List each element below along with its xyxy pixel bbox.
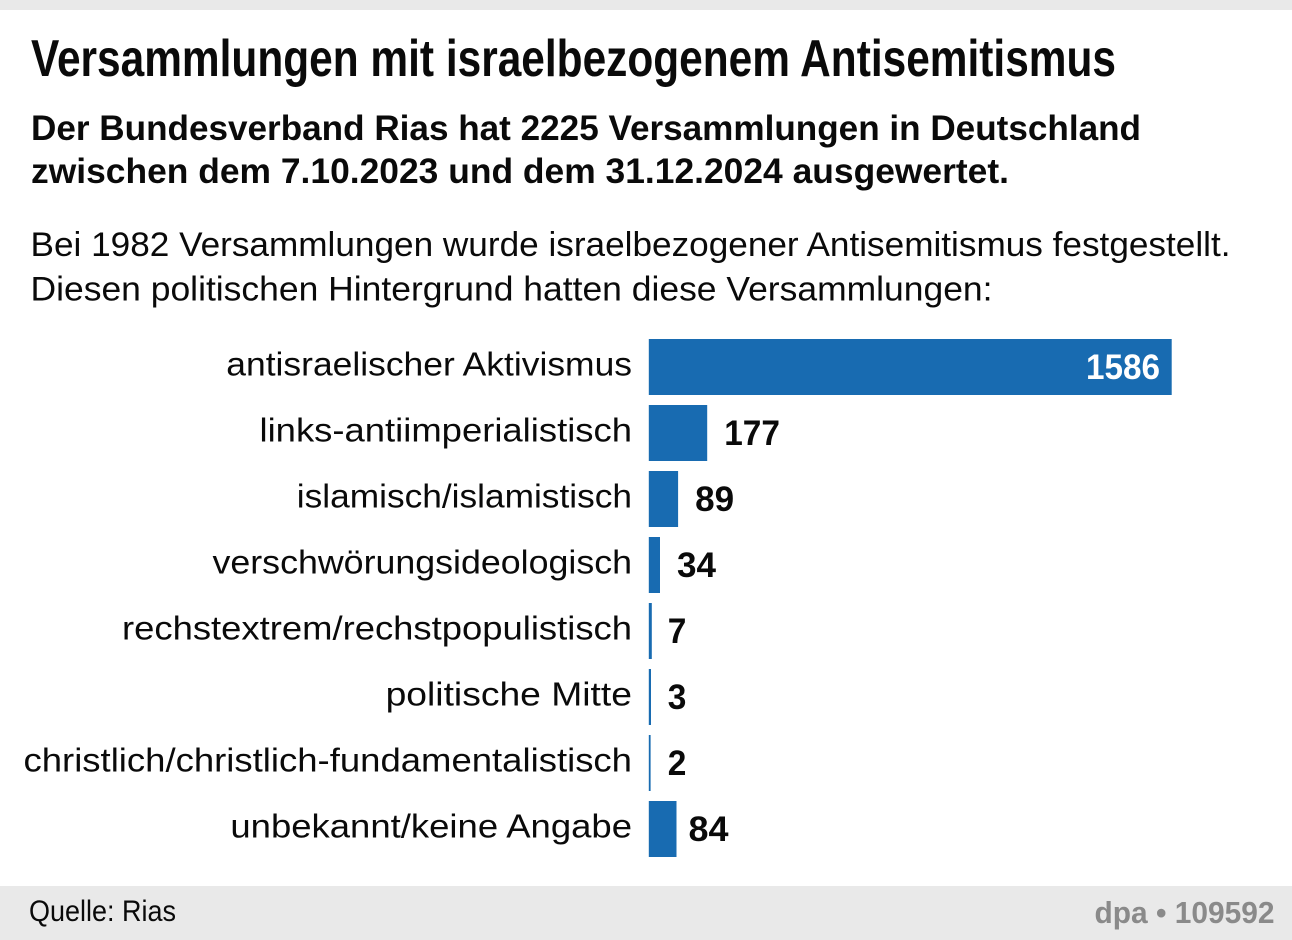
svg-text:Diesen politischen Hintergrund: Diesen politischen Hintergrund hatten di… xyxy=(31,271,993,309)
svg-text:7: 7 xyxy=(668,612,687,651)
svg-text:verschwörungsideologisch: verschwörungsideologisch xyxy=(213,543,633,580)
svg-text:antisraelischer Aktivismus: antisraelischer Aktivismus xyxy=(226,345,632,382)
svg-text:Der Bundesverband Rias hat 222: Der Bundesverband Rias hat 2225 Versamml… xyxy=(31,108,1141,148)
svg-text:Quelle: Rias: Quelle: Rias xyxy=(29,895,176,928)
svg-text:2: 2 xyxy=(668,744,687,783)
svg-text:islamisch/islamistisch: islamisch/islamistisch xyxy=(297,477,632,514)
svg-text:3: 3 xyxy=(668,678,687,717)
svg-text:links-antiimperialistisch: links-antiimperialistisch xyxy=(260,411,633,448)
svg-text:1586: 1586 xyxy=(1086,348,1160,387)
svg-text:89: 89 xyxy=(695,480,734,519)
svg-text:84: 84 xyxy=(689,810,730,849)
svg-text:christlich/christlich-fundamen: christlich/christlich-fundamentalistisch xyxy=(24,741,633,778)
svg-text:unbekannt/keine Angabe: unbekannt/keine Angabe xyxy=(230,807,632,844)
svg-text:rechstextrem/rechstpopulistisc: rechstextrem/rechstpopulistisch xyxy=(122,609,632,646)
svg-text:177: 177 xyxy=(724,414,780,453)
svg-text:zwischen dem 7.10.2023 und dem: zwischen dem 7.10.2023 und dem 31.12.202… xyxy=(31,151,1009,191)
svg-text:dpa • 109592: dpa • 109592 xyxy=(1095,895,1275,930)
svg-text:Versammlungen mit israelbezoge: Versammlungen mit israelbezogenem Antise… xyxy=(31,29,1116,87)
svg-text:34: 34 xyxy=(677,546,717,585)
svg-text:politische Mitte: politische Mitte xyxy=(386,675,632,712)
svg-text:Bei 1982 Versammlungen wurde i: Bei 1982 Versammlungen wurde israelbezog… xyxy=(31,226,1231,264)
